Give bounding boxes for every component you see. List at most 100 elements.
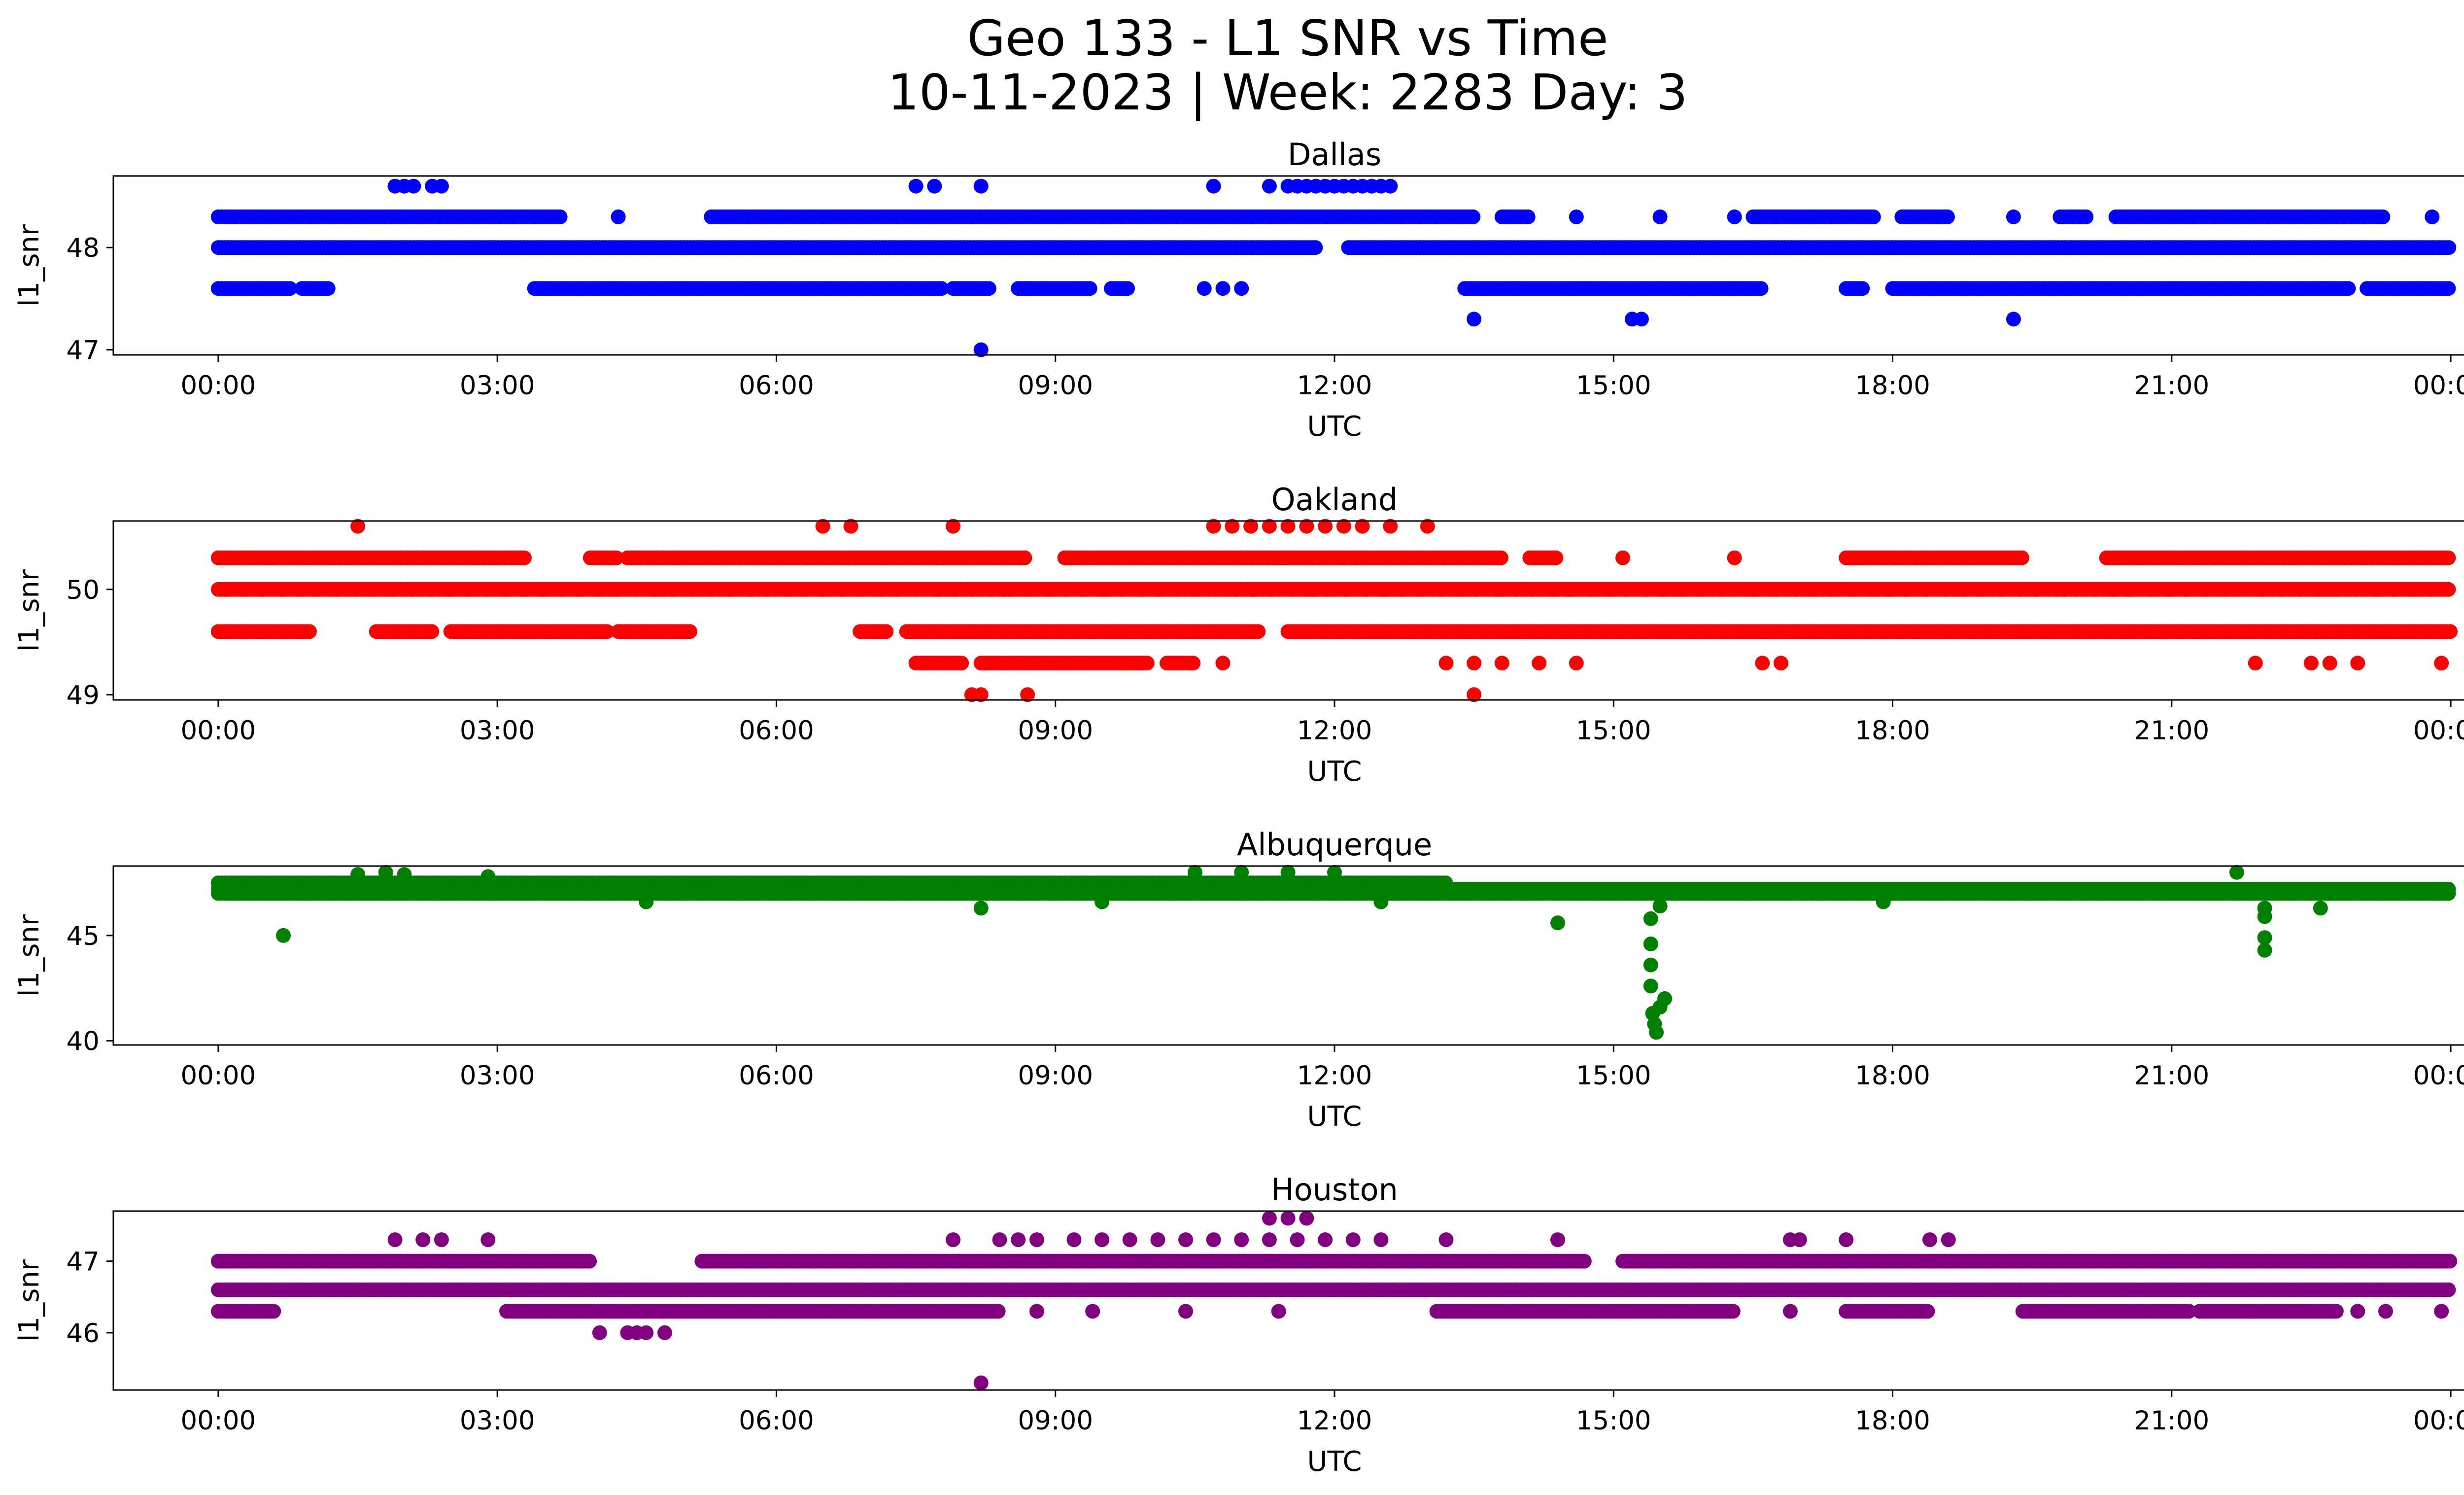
y-tick-label: 48 bbox=[67, 233, 100, 263]
data-point bbox=[1855, 281, 1870, 296]
data-point bbox=[1215, 656, 1231, 671]
data-point bbox=[1197, 281, 1212, 296]
data-point bbox=[1634, 312, 1649, 327]
data-point bbox=[2248, 656, 2263, 671]
data-point bbox=[2441, 582, 2456, 597]
data-point bbox=[1493, 550, 1508, 565]
data-point bbox=[1569, 656, 1584, 671]
data-point bbox=[1466, 209, 1481, 224]
data-point bbox=[1120, 281, 1135, 296]
data-point bbox=[1206, 178, 1221, 194]
data-point bbox=[1569, 209, 1584, 224]
data-point bbox=[1251, 624, 1266, 639]
data-point bbox=[1383, 178, 1398, 194]
data-point bbox=[1520, 209, 1536, 224]
data-point bbox=[2441, 281, 2456, 296]
data-points bbox=[210, 519, 2458, 702]
data-point bbox=[2441, 240, 2457, 255]
x-tick-label: 06:00 bbox=[739, 371, 814, 401]
x-axis-label: UTC bbox=[1307, 756, 1362, 788]
data-point bbox=[1234, 281, 1249, 296]
y-axis-label: l1_snr bbox=[13, 569, 45, 652]
data-point bbox=[1652, 209, 1668, 224]
data-point bbox=[516, 550, 532, 565]
data-point bbox=[2322, 656, 2337, 671]
data-point bbox=[2425, 209, 2440, 224]
data-point bbox=[1467, 656, 1482, 671]
x-tick-label: 12:00 bbox=[1297, 716, 1372, 746]
data-point bbox=[434, 178, 449, 194]
data-point bbox=[2441, 550, 2456, 565]
data-point bbox=[2375, 209, 2391, 224]
x-tick-label: 09:00 bbox=[1018, 371, 1093, 401]
x-tick-label: 00:00 bbox=[181, 371, 256, 401]
data-point bbox=[1755, 656, 1770, 671]
data-point bbox=[1940, 209, 1955, 224]
data-point bbox=[2303, 656, 2319, 671]
data-point bbox=[682, 624, 697, 639]
data-point bbox=[1615, 550, 1631, 565]
x-tick-label: 00:00 bbox=[2413, 371, 2464, 401]
data-point bbox=[2006, 312, 2021, 327]
data-point bbox=[1017, 550, 1032, 565]
x-tick-label: 03:00 bbox=[460, 716, 535, 746]
data-point bbox=[1548, 550, 1564, 565]
data-point bbox=[282, 281, 298, 296]
x-tick-label: 09:00 bbox=[1018, 716, 1093, 746]
y-tick-label: 49 bbox=[67, 680, 100, 710]
data-point bbox=[2434, 656, 2449, 671]
data-point bbox=[1215, 281, 1231, 296]
x-tick-label: 15:00 bbox=[1576, 371, 1651, 401]
data-point bbox=[320, 281, 336, 296]
y-axis-label: l1_snr bbox=[13, 224, 45, 307]
data-point bbox=[2341, 281, 2356, 296]
subplot-title: Oakland bbox=[1271, 482, 1398, 518]
data-point bbox=[302, 624, 317, 639]
data-point bbox=[1308, 240, 1323, 255]
data-point bbox=[1494, 656, 1509, 671]
axes-frame bbox=[112, 175, 2464, 356]
data-point bbox=[954, 656, 969, 671]
x-tick-label: 06:00 bbox=[739, 716, 814, 746]
data-point bbox=[908, 178, 924, 194]
x-tick-label: 12:00 bbox=[1297, 371, 1372, 401]
data-point bbox=[1438, 656, 1454, 671]
data-point bbox=[2350, 656, 2365, 671]
x-tick-label: 00:00 bbox=[2413, 716, 2464, 746]
data-point bbox=[1082, 281, 1097, 296]
y-tick-label: 50 bbox=[67, 575, 100, 605]
data-point bbox=[879, 624, 894, 639]
subplot-oakland: Oakland 00:00 03:00 06:00 09:00 12:00 15:00 18:… bbox=[13, 482, 2464, 788]
data-point bbox=[927, 178, 942, 194]
data-point bbox=[2014, 550, 2029, 565]
data-point bbox=[1139, 656, 1155, 671]
data-point bbox=[611, 209, 626, 224]
data-point bbox=[1753, 281, 1769, 296]
axes-frame bbox=[112, 520, 2464, 701]
data-point bbox=[2443, 624, 2458, 639]
x-axis-label: UTC bbox=[1307, 411, 1362, 443]
x-tick-label: 18:00 bbox=[1855, 371, 1930, 401]
data-point bbox=[406, 178, 421, 194]
figure-title-line2: 10-11-2023 | Week: 2283 Day: 3 bbox=[888, 64, 1687, 121]
y-tick-label: 47 bbox=[67, 336, 100, 366]
data-point bbox=[2006, 209, 2021, 224]
x-tick-label: 15:00 bbox=[1576, 716, 1651, 746]
data-point bbox=[1774, 656, 1788, 671]
data-point bbox=[1262, 178, 1277, 194]
data-points bbox=[210, 178, 2457, 357]
data-point bbox=[1467, 312, 1482, 327]
data-point bbox=[934, 281, 949, 296]
x-tick-label: 18:00 bbox=[1855, 716, 1930, 746]
data-point bbox=[1866, 209, 1881, 224]
data-point bbox=[1727, 209, 1742, 224]
x-tick-label: 21:00 bbox=[2134, 716, 2209, 746]
data-point bbox=[1186, 656, 1201, 671]
data-point bbox=[973, 178, 989, 194]
data-point bbox=[424, 624, 440, 639]
figure-title-line1: Geo 133 - L1 SNR vs Time bbox=[967, 9, 1608, 67]
data-point bbox=[2079, 209, 2094, 224]
